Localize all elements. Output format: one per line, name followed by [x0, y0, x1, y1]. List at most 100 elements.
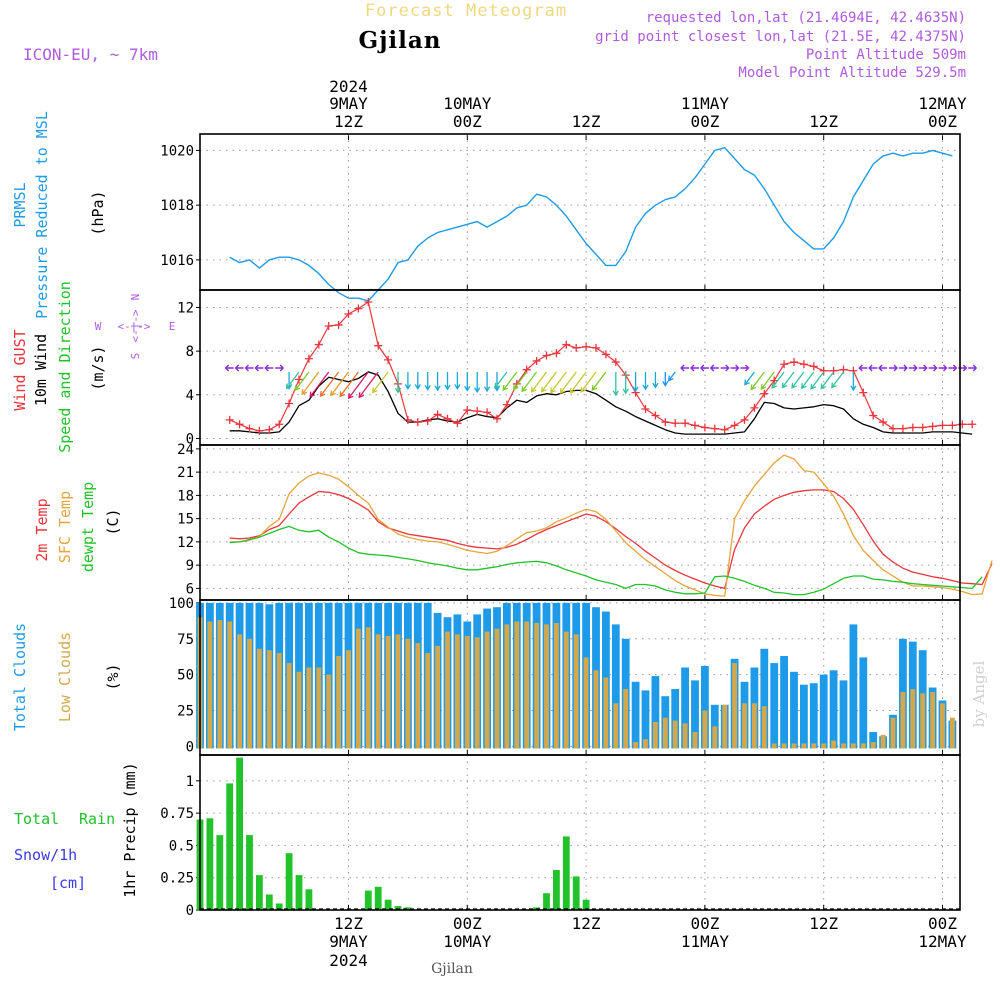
precip-label-total: Total	[14, 810, 59, 828]
gust-marker	[275, 420, 284, 429]
gust-marker	[295, 375, 303, 384]
gust-marker	[245, 424, 254, 433]
top-date-label: 12MAY	[918, 94, 967, 113]
bottom-year-label: 2024	[329, 951, 368, 970]
wind-compass: N <-|-> S W <-|-> E	[95, 294, 176, 360]
low-cloud-bar	[266, 650, 272, 749]
total-cloud-bar	[800, 684, 808, 749]
pressure-panel: 1016 1018 1020	[160, 133, 961, 302]
low-cloud-bar	[603, 677, 609, 749]
precip-label-cm: [cm]	[50, 874, 86, 892]
low-cloud-bar	[237, 634, 242, 749]
total-cloud-bar	[829, 670, 838, 749]
wind-arrow	[668, 371, 676, 382]
rain-bar	[562, 836, 570, 910]
cloud-label-low: Low Clouds	[56, 632, 74, 722]
low-cloud-bar	[752, 703, 757, 749]
temperature-ytick-label: 12	[177, 535, 194, 551]
wind-ytick-label: 0	[186, 431, 194, 447]
compass-w: W	[95, 320, 102, 333]
wind-arrow	[781, 371, 795, 389]
wind-arrow	[591, 371, 607, 392]
total-cloud-bar	[611, 624, 620, 749]
temp-sfc-line	[229, 454, 993, 597]
cloud-label-total: Total Clouds	[11, 623, 29, 731]
wind-panel: 0 4 8 12	[177, 289, 978, 447]
gust-marker	[611, 358, 620, 367]
location-title: Gjilan	[358, 27, 441, 54]
precipitation-ytick-label: 0.5	[169, 838, 194, 854]
gust-marker	[314, 340, 323, 349]
wind-arrow	[424, 372, 431, 391]
wind-arrow	[898, 364, 908, 372]
top-hour-label: 12Z	[334, 112, 363, 131]
low-cloud-bar	[554, 623, 559, 749]
low-cloud-bar	[257, 648, 262, 749]
wind-arrow	[414, 372, 421, 391]
total-cloud-bar	[691, 680, 699, 749]
gust-marker	[918, 423, 927, 432]
wind-arrow	[850, 372, 857, 392]
low-cloud-bar	[227, 621, 233, 749]
gust-marker	[255, 426, 264, 435]
gust-marker	[730, 421, 739, 430]
low-cloud-bar	[247, 638, 252, 749]
top-hour-label: 12Z	[572, 112, 601, 131]
wind-arrow	[569, 371, 587, 394]
compass-e: E	[169, 320, 176, 333]
gust-marker	[423, 416, 432, 425]
wind-arrow	[690, 364, 699, 372]
gust-marker	[889, 424, 897, 433]
rain-bar	[364, 890, 372, 910]
top-hour-label: 00Z	[928, 112, 957, 131]
wind-arrow	[444, 372, 451, 391]
low-cloud-bar	[900, 691, 906, 749]
low-cloud-bar	[494, 628, 500, 749]
gust-marker	[532, 356, 541, 365]
gust-marker	[869, 411, 878, 420]
rain-bar	[295, 875, 303, 910]
low-cloud-bar	[593, 670, 599, 749]
wind-arrow	[358, 371, 379, 399]
wind-arrow	[275, 364, 285, 372]
gust-marker	[799, 360, 808, 369]
temperature-ytick-label: 15	[177, 512, 194, 528]
gust-marker	[413, 418, 422, 427]
cloud-ylabel: (%)	[104, 663, 122, 690]
low-cloud-bar	[880, 734, 886, 749]
wind-arrow	[908, 364, 918, 372]
low-cloud-bar	[573, 634, 579, 749]
gust-marker	[225, 415, 234, 424]
gust-marker	[344, 310, 353, 319]
rain-bar	[305, 889, 313, 910]
wind-arrow	[810, 371, 825, 390]
low-cloud-bar	[425, 653, 431, 749]
low-cloud-bar	[415, 643, 421, 749]
total-cloud-bar	[809, 683, 818, 749]
total-cloud-bar	[839, 680, 848, 749]
gust-marker	[908, 423, 917, 432]
rain-bar	[206, 818, 214, 910]
gust-marker	[304, 354, 313, 363]
gust-marker	[641, 404, 650, 413]
rain-bar	[256, 875, 263, 910]
precip-label-rain: Rain	[79, 810, 115, 828]
wind-arrow	[791, 371, 805, 389]
wind-arrow	[968, 364, 978, 372]
rain-bar	[582, 899, 590, 910]
low-cloud-bar	[326, 674, 332, 749]
top-hour-label: 00Z	[690, 112, 719, 131]
rain-bar	[384, 899, 392, 910]
low-cloud-bar	[613, 703, 619, 749]
total-cloud-bar	[701, 666, 709, 749]
temp-label-2m: 2m Temp	[33, 498, 51, 561]
temperature-ytick-label: 6	[186, 581, 194, 597]
low-cloud-bar	[841, 743, 846, 749]
rain-bar	[404, 907, 412, 910]
model-label: ICON-EU, ~ 7km	[23, 45, 158, 64]
precipitation-ytick-label: 0.75	[160, 806, 194, 822]
wind-arrow	[744, 371, 755, 386]
bottom-date-label: 10MAY	[443, 932, 492, 951]
